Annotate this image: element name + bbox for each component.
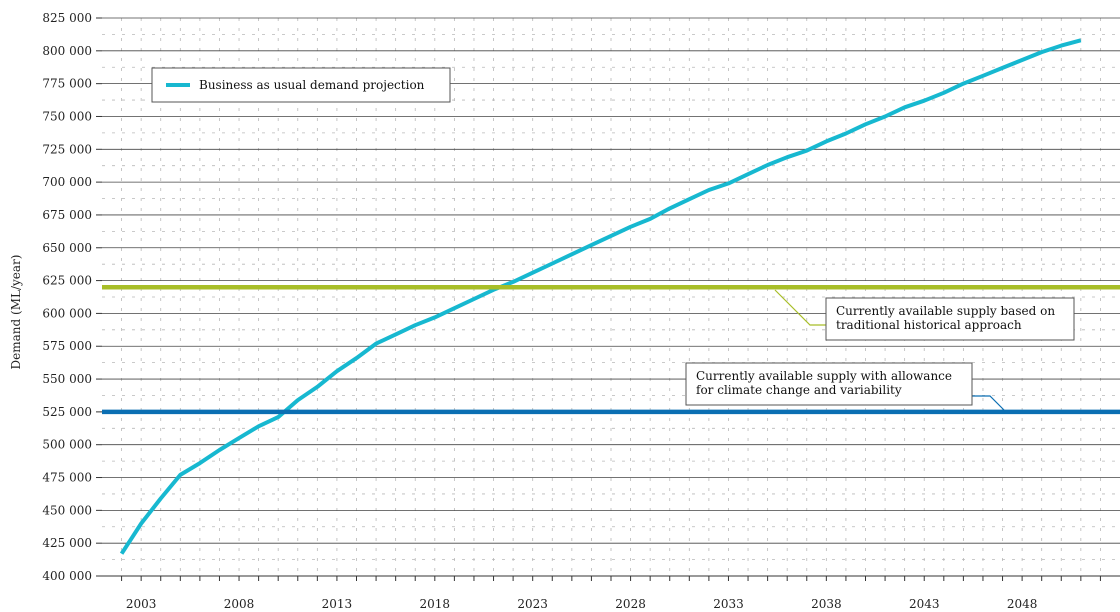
- y-tick-label: 600 000: [42, 306, 92, 320]
- x-tick-label: 2033: [713, 597, 744, 611]
- y-tick-label: 725 000: [42, 142, 92, 156]
- x-tick-label: 2003: [126, 597, 157, 611]
- annotation-text: Currently available supply based on: [836, 304, 1055, 318]
- x-tick-label: 2048: [1007, 597, 1038, 611]
- y-tick-label: 825 000: [42, 11, 92, 25]
- y-tick-label: 675 000: [42, 208, 92, 222]
- y-tick-label: 400 000: [42, 569, 92, 583]
- x-tick-label: 2013: [322, 597, 353, 611]
- y-tick-label: 425 000: [42, 536, 92, 550]
- y-tick-label: 750 000: [42, 109, 92, 123]
- series-line-1: [119, 38, 1082, 555]
- y-tick-label: 775 000: [42, 77, 92, 91]
- x-tick-label: 2008: [224, 597, 255, 611]
- annotation-text: Currently available supply with allowanc…: [696, 369, 952, 383]
- y-axis-label: Demand (ML/year): [9, 255, 23, 370]
- x-tick-label: 2038: [811, 597, 842, 611]
- y-tick-label: 625 000: [42, 274, 92, 288]
- y-tick-label: 525 000: [42, 405, 92, 419]
- y-tick-label: 500 000: [42, 438, 92, 452]
- x-tick-label: 2028: [615, 597, 646, 611]
- annotation-leader-2: [972, 395, 1006, 412]
- annotation-leader-1: [774, 289, 826, 326]
- y-tick-label: 550 000: [42, 372, 92, 386]
- y-tick-label: 700 000: [42, 175, 92, 189]
- annotation-box-2: [685, 362, 973, 406]
- x-tick-label: 2023: [517, 597, 548, 611]
- annotations-layer: Currently available supply based ontradi…: [685, 289, 1075, 412]
- legend: Business as usual demand projection: [151, 67, 451, 103]
- x-tick-label: 2018: [420, 597, 451, 611]
- axes: [96, 17, 1120, 581]
- minor-gridlines: [102, 18, 1120, 576]
- y-tick-label: 800 000: [42, 44, 92, 58]
- series-layer: [102, 38, 1120, 555]
- y-tick-label: 650 000: [42, 241, 92, 255]
- y-tick-label: 475 000: [42, 471, 92, 485]
- tick-labels: 400 000 425 000 450 000 475 000 500 000 525 0…: [42, 11, 1037, 611]
- annotation-text: traditional historical approach: [836, 318, 1022, 332]
- x-tick-label: 2043: [909, 597, 940, 611]
- legend-label: Business as usual demand projection: [199, 78, 425, 92]
- annotation-box-1: [825, 297, 1075, 341]
- legend-box: [151, 67, 451, 103]
- y-tick-label: 450 000: [42, 503, 92, 517]
- annotation-text: for climate change and variability: [696, 383, 902, 397]
- y-tick-label: 575 000: [42, 339, 92, 353]
